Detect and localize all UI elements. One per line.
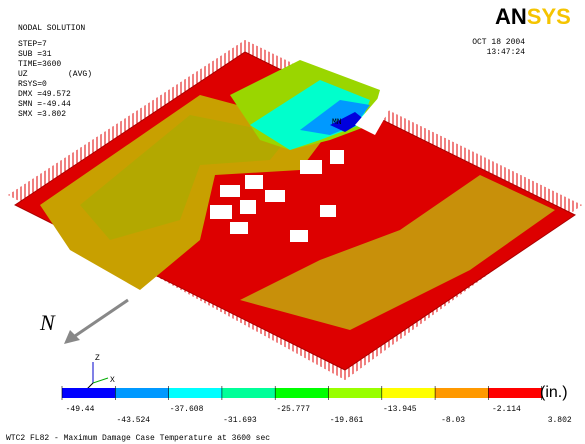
header-line: TIME=3600 [18, 60, 61, 69]
triad-x: X [110, 376, 115, 385]
legend-label: -43.524 [116, 416, 150, 425]
logo: ANSYS [495, 4, 571, 29]
legend-band [488, 388, 543, 398]
legend-label: -25.777 [276, 405, 310, 414]
header-stat: SMX =3.802 [18, 110, 66, 119]
time: 13:47:24 [487, 48, 526, 57]
legend-band [381, 388, 436, 398]
legend-label: -19.861 [330, 416, 364, 425]
legend-band [328, 388, 383, 398]
floor-openings [210, 150, 344, 242]
north-label: N [39, 310, 56, 335]
legend-band [168, 388, 223, 398]
legend-band [62, 388, 116, 398]
legend-unit: (in.) [540, 384, 568, 401]
legend-label: 3.802 [548, 416, 572, 425]
header-stat: SMN =-49.44 [18, 100, 71, 109]
header-line: SUB =31 [18, 50, 52, 59]
legend-label: -49.44 [66, 405, 95, 414]
logo-black: AN [495, 4, 527, 29]
header-line: STEP=7 [18, 40, 47, 49]
title: NODAL SOLUTION [18, 24, 85, 33]
footer: WTC2 FL82 - Maximum Damage Case Temperat… [6, 434, 270, 443]
legend-band [435, 388, 489, 398]
header-stat: DMX =49.572 [18, 90, 71, 99]
avg: (AVG) [68, 70, 92, 79]
contour-tan-right [240, 175, 555, 330]
triad-z: Z [95, 354, 100, 363]
header-stat: RSYS=0 [18, 80, 47, 89]
legend-label: -8.03 [441, 416, 465, 425]
legend-band [221, 388, 276, 398]
item: UZ [18, 70, 28, 79]
legend-label: -31.693 [223, 416, 257, 425]
legend-label: -2.114 [492, 405, 521, 414]
contour-olive [80, 115, 290, 240]
legend-label: -13.945 [383, 405, 417, 414]
logo-yellow: SYS [527, 4, 571, 29]
north-arrowhead [64, 330, 80, 344]
plot: MN [8, 40, 582, 380]
legend-band [115, 388, 170, 398]
legend-label: -37.608 [170, 405, 204, 414]
legend-band [275, 388, 329, 398]
date: OCT 18 2004 [472, 38, 525, 47]
legend: -49.44 -43.524 -37.608 -31.693 -25.777 -19.86… [61, 386, 572, 425]
contour-blue [330, 112, 365, 132]
contour-lightblue [300, 100, 370, 135]
opening [355, 90, 395, 135]
north-arrow [71, 298, 129, 340]
contour-cyan [250, 80, 370, 150]
min-label: MN [332, 118, 342, 127]
